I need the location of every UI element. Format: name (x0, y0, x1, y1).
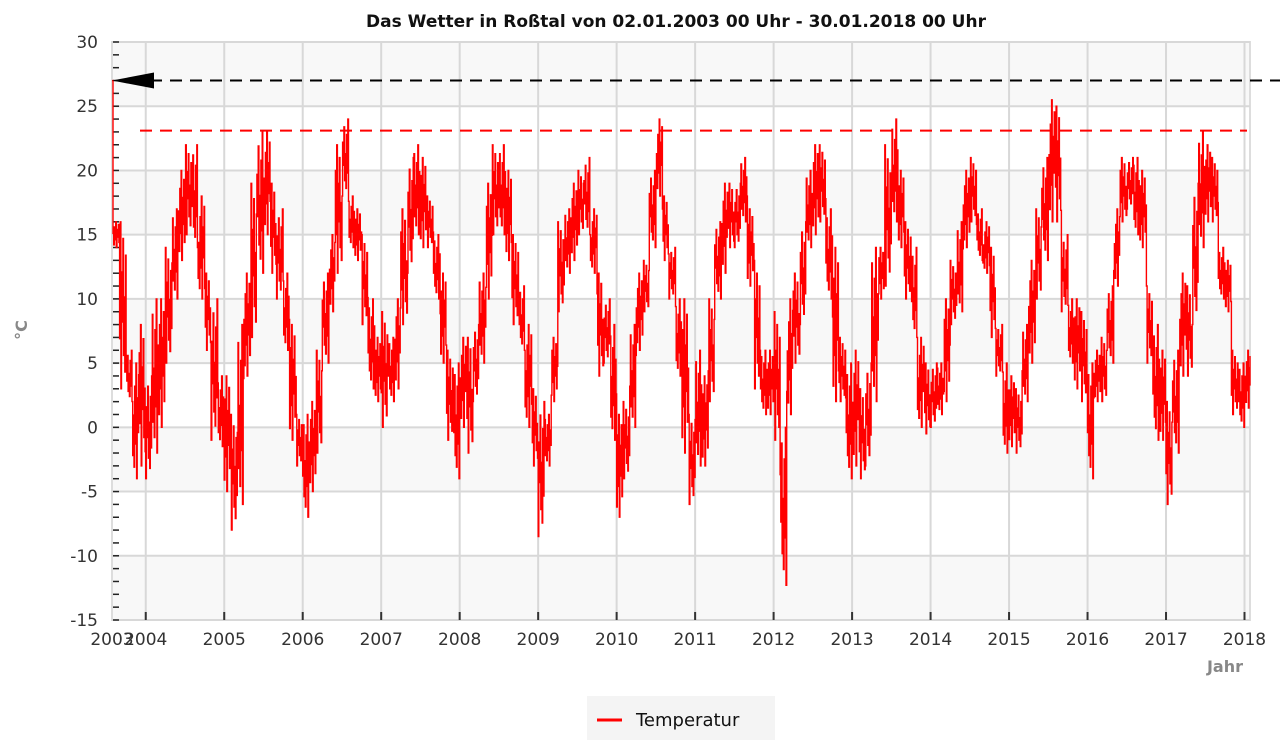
y-tick-label: 15 (76, 226, 98, 246)
y-tick-label: 10 (76, 290, 98, 310)
x-tick-label: 2012 (752, 630, 795, 650)
y-tick-label: 25 (76, 97, 98, 117)
y-axis-label: °C (12, 320, 31, 340)
plot-band (112, 106, 1250, 171)
y-tick-label: 20 (76, 161, 98, 181)
x-tick-label: 2010 (595, 630, 638, 650)
x-tick-label: 2008 (438, 630, 481, 650)
plot-band (112, 555, 1250, 620)
reference-lines (140, 79, 1280, 132)
x-tick-label: 2015 (987, 630, 1030, 650)
x-axis-label: Jahr (1206, 657, 1243, 676)
legend-label-temperatur: Temperatur (635, 710, 740, 731)
x-tick-label: 2014 (909, 630, 952, 650)
chart-title: Das Wetter in Roßtal von 02.01.2003 00 U… (366, 12, 987, 32)
x-tick-label: 2011 (673, 630, 716, 650)
y-tick-label: 30 (76, 33, 98, 53)
x-tick-label: 2018 (1223, 630, 1266, 650)
x-tick-label: 2009 (517, 630, 560, 650)
x-tick-label: 2017 (1144, 630, 1187, 650)
plot-band (112, 491, 1250, 556)
y-axis-ticks: 30 25 20 15 10 5 0 -5 -10 -15 (70, 33, 119, 631)
y-tick-label: 0 (87, 418, 98, 438)
x-tick-label: 2007 (360, 630, 403, 650)
legend-box (587, 696, 775, 740)
x-tick-label: 2006 (281, 630, 324, 650)
x-tick-label: 2005 (203, 630, 246, 650)
x-tick-label: 2016 (1066, 630, 1109, 650)
plot-band (112, 234, 1250, 299)
plot-band (112, 42, 1250, 107)
y-tick-label: -15 (70, 611, 98, 631)
x-tick-label: 2004 (124, 630, 167, 650)
y-tick-label: -5 (81, 483, 98, 503)
plot-band (112, 427, 1250, 492)
y-tick-label: -10 (70, 547, 98, 567)
y-tick-label: 5 (87, 354, 98, 374)
x-tick-label: 2003 (90, 630, 133, 650)
max-marker-arrow (112, 72, 154, 89)
arrow-left-icon (112, 72, 154, 89)
legend: Temperatur (587, 696, 775, 740)
x-tick-label: 2013 (830, 630, 873, 650)
series-line-temperatur (112, 79, 1251, 586)
